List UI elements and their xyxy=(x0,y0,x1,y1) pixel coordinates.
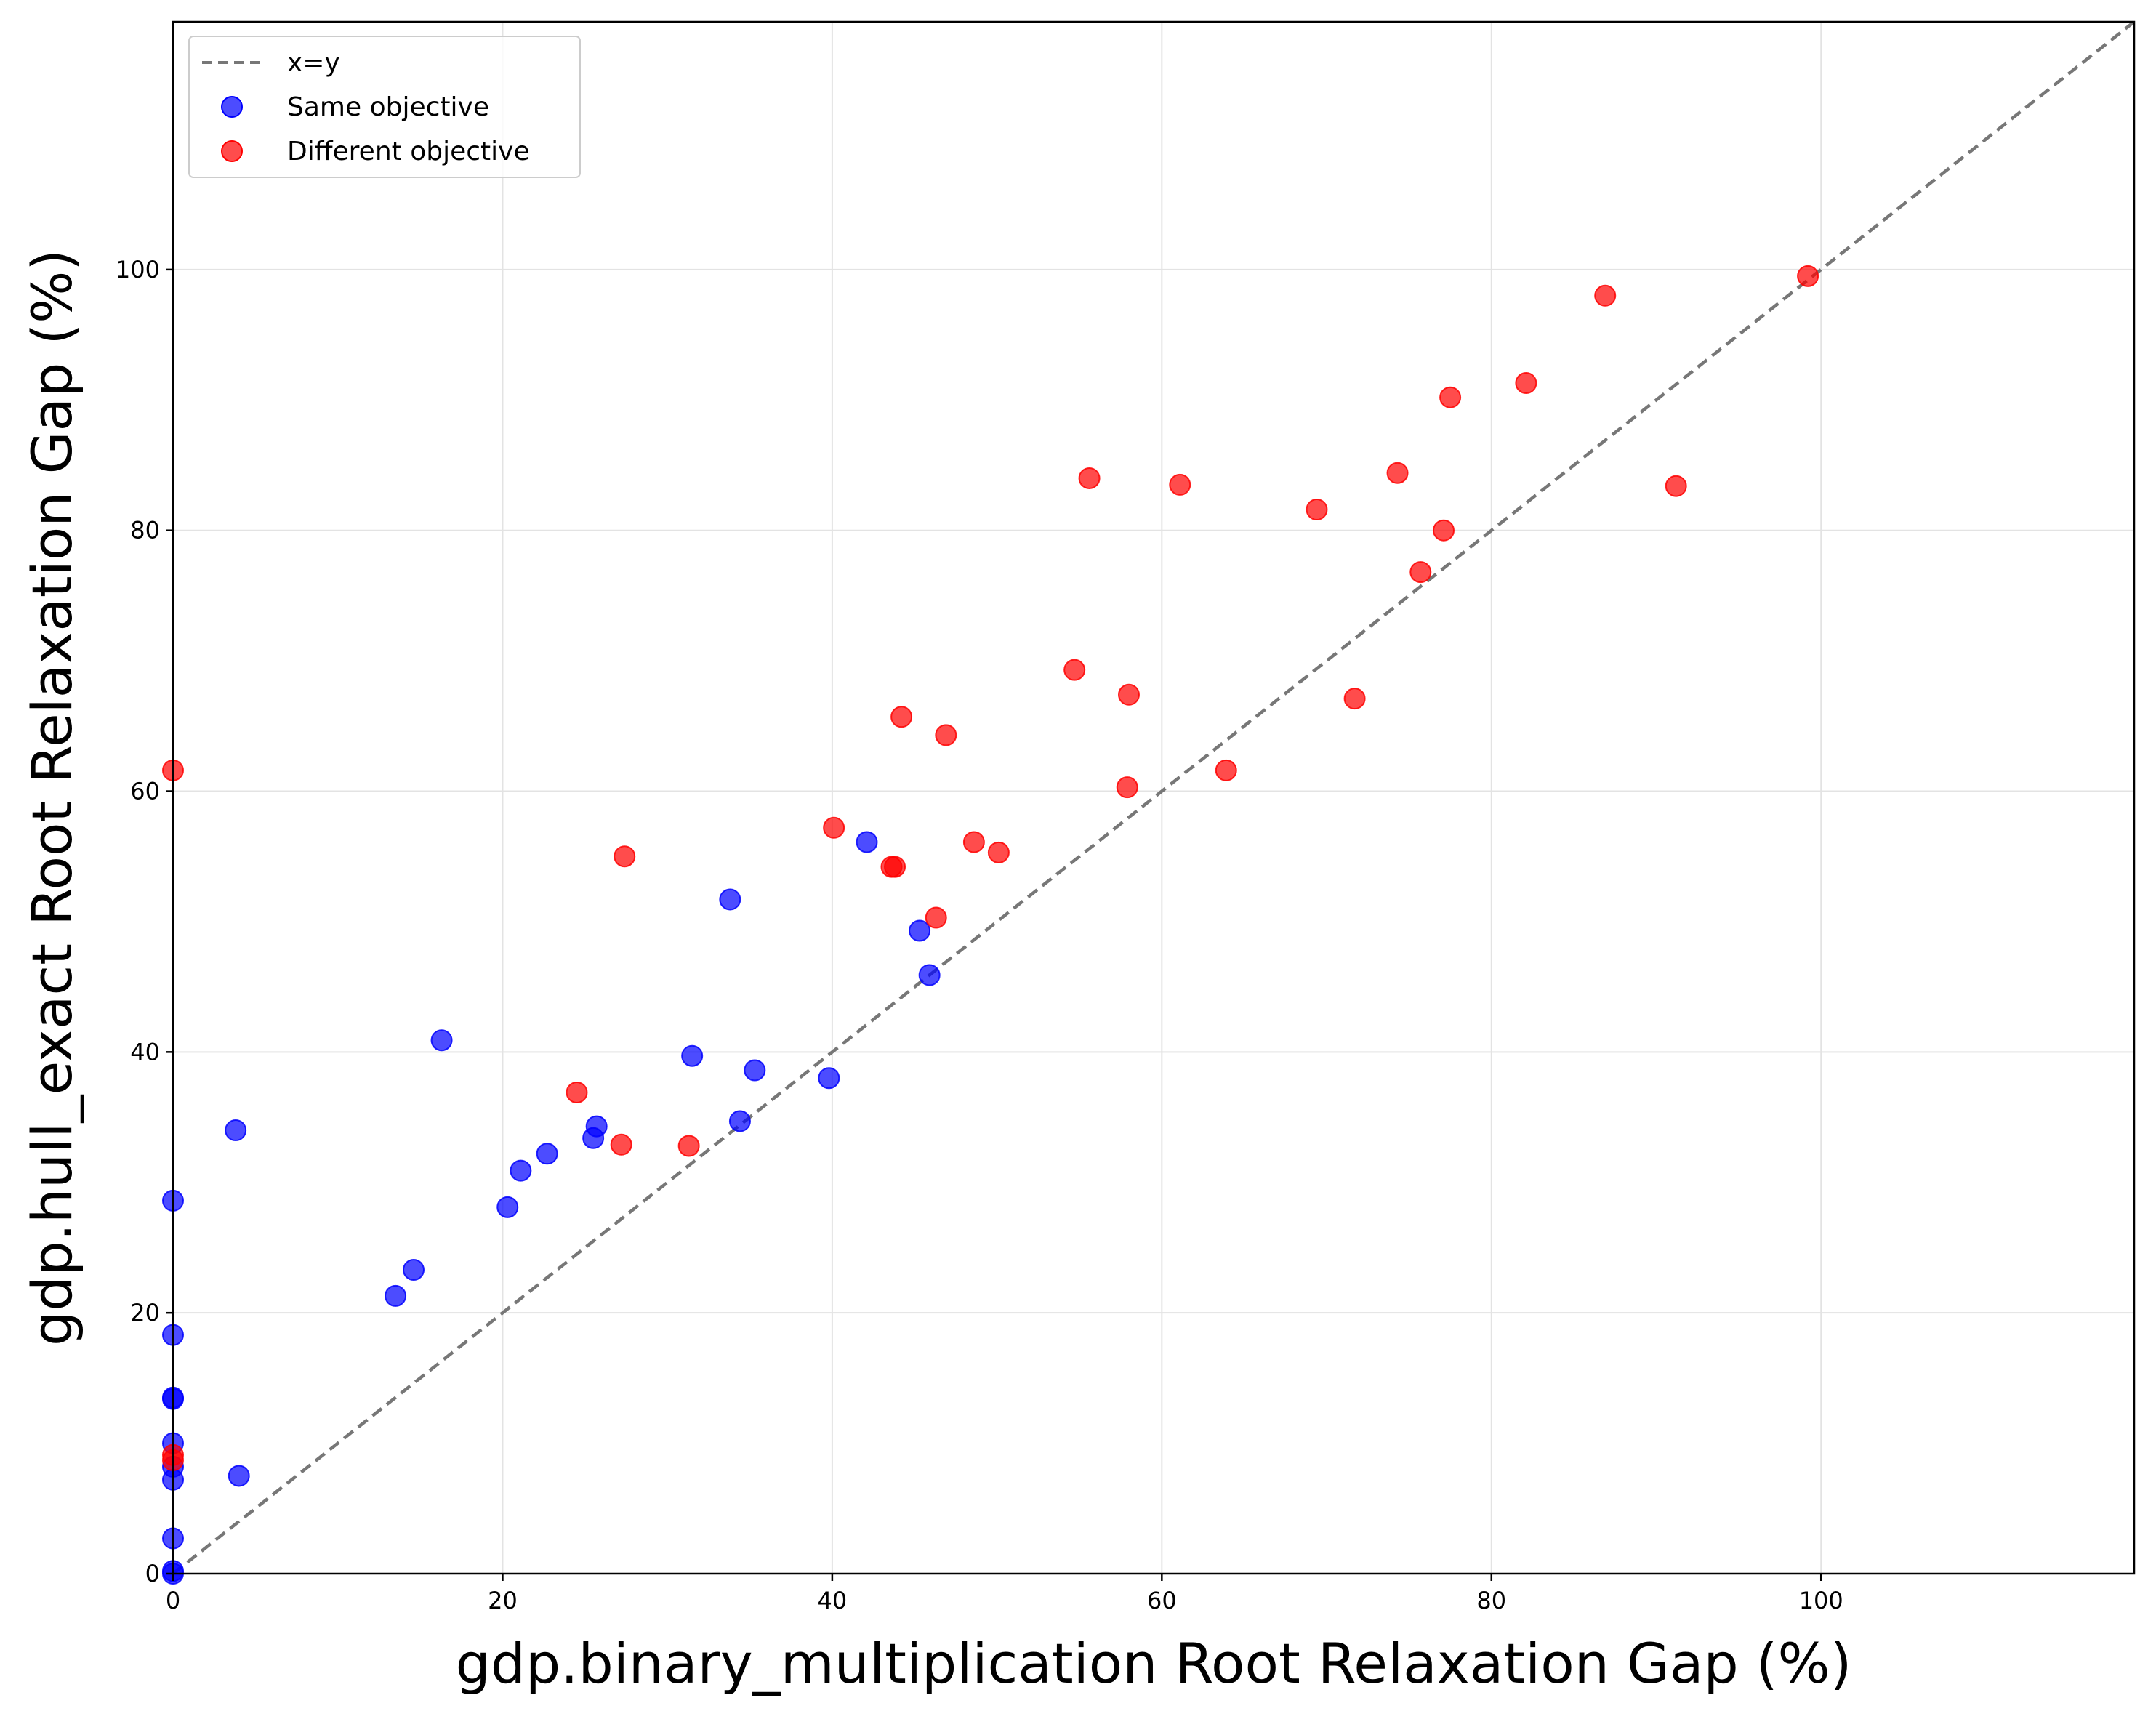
data-point xyxy=(909,919,931,942)
legend-label-xy-line: x=y xyxy=(287,48,340,78)
legend-swatch-same-objective xyxy=(221,96,243,118)
data-points xyxy=(162,265,1819,1585)
data-point xyxy=(856,831,878,853)
data-point xyxy=(987,841,1010,863)
legend-label-different-objective: Different objective xyxy=(287,137,530,166)
x-tick-label: 20 xyxy=(488,1587,518,1614)
data-point xyxy=(610,1133,632,1156)
legend-label-same-objective: Same objective xyxy=(287,92,489,122)
data-point xyxy=(1594,284,1617,307)
x-tick-label: 100 xyxy=(1799,1587,1843,1614)
x-tick-label: 80 xyxy=(1476,1587,1506,1614)
y-tick-label: 0 xyxy=(145,1560,160,1587)
data-point xyxy=(1117,683,1140,706)
data-point xyxy=(228,1465,250,1487)
data-point xyxy=(1409,561,1432,584)
data-point xyxy=(1515,371,1537,394)
data-point xyxy=(719,888,741,911)
data-point xyxy=(890,706,913,728)
data-point xyxy=(1433,519,1455,542)
y-tick-label: 40 xyxy=(130,1038,160,1066)
data-point xyxy=(935,724,957,746)
data-point xyxy=(1306,499,1328,520)
data-point xyxy=(1797,265,1819,287)
data-point xyxy=(681,1044,704,1067)
data-point xyxy=(1386,462,1409,484)
y-axis-title: gdp.hull_exact Root Relaxation Gap (%) xyxy=(20,249,84,1346)
data-point xyxy=(430,1029,453,1052)
data-point xyxy=(918,964,941,986)
data-point xyxy=(823,816,845,839)
data-point xyxy=(925,906,947,929)
data-point xyxy=(496,1196,519,1218)
x-tick-label: 40 xyxy=(818,1587,848,1614)
data-point xyxy=(1439,386,1462,408)
x-tick-label: 0 xyxy=(166,1587,180,1614)
data-point xyxy=(1078,467,1101,489)
data-point xyxy=(818,1067,840,1090)
data-point xyxy=(510,1159,532,1182)
data-point xyxy=(1343,688,1366,710)
data-point xyxy=(225,1119,247,1141)
data-point xyxy=(1215,759,1237,781)
x-tick-label: 60 xyxy=(1147,1587,1177,1614)
data-point xyxy=(1665,475,1687,497)
legend-swatch-different-objective xyxy=(221,140,243,162)
data-point xyxy=(1169,473,1191,496)
data-point xyxy=(385,1284,407,1307)
data-point xyxy=(614,845,636,868)
grid xyxy=(172,22,2134,1574)
x-axis-title: gdp.binary_multiplication Root Relaxatio… xyxy=(456,1631,1852,1696)
y-tick-label: 100 xyxy=(116,256,160,283)
legend: x=y Same objective Different objective xyxy=(188,36,581,178)
data-point xyxy=(962,831,985,853)
data-point xyxy=(1063,659,1086,681)
data-point xyxy=(536,1143,558,1165)
data-point xyxy=(884,856,906,878)
data-point xyxy=(403,1258,425,1281)
plot-frame xyxy=(172,20,2136,1575)
legend-box xyxy=(188,36,581,178)
axis-ticks: 0 20 40 60 80 100 0 20 40 60 80 100 xyxy=(116,256,1843,1614)
data-point xyxy=(677,1135,700,1157)
data-point xyxy=(728,1110,751,1132)
data-point xyxy=(1116,776,1138,799)
data-point xyxy=(585,1115,608,1138)
y-tick-label: 20 xyxy=(130,1299,160,1327)
data-point xyxy=(566,1081,588,1103)
y-tick-label: 60 xyxy=(130,778,160,805)
y-tick-label: 80 xyxy=(130,517,160,544)
series-different-objective xyxy=(162,265,1819,1471)
data-point xyxy=(744,1059,766,1082)
